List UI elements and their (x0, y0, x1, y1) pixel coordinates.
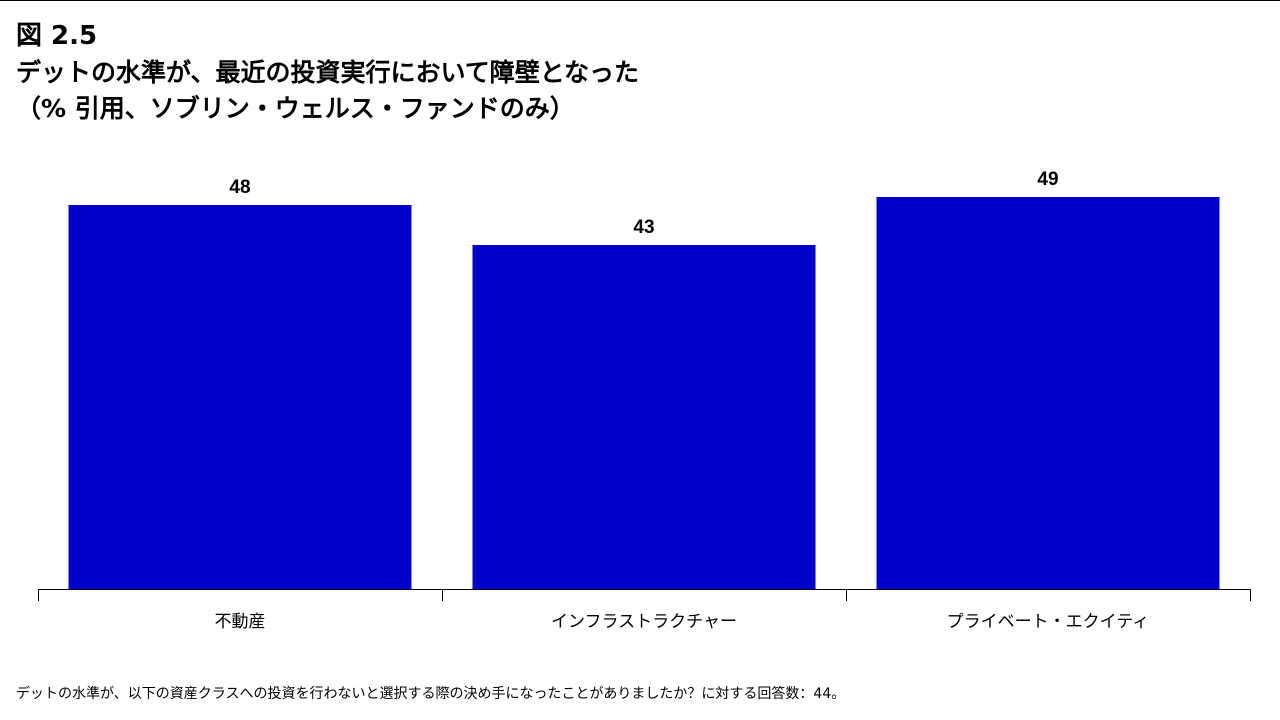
category-label-2: インフラストラクチャー (551, 612, 737, 632)
bar-2 (472, 245, 816, 589)
chart-title: デットの水準が、最近の投資実行において障壁となった (16, 58, 640, 87)
category-label-1: 不動産 (215, 612, 266, 632)
bar-chart: 48 不動産 43 インフラストラクチャー 49 プライベート・エクイティ (38, 169, 1251, 632)
footnote: デットの水準が、以下の資産クラスへの投資を行わないと選択する際の決め手になったこ… (16, 686, 846, 702)
value-label-2: 43 (633, 217, 654, 238)
bar-1 (68, 205, 412, 589)
value-label-3: 49 (1037, 169, 1058, 190)
category-label-3: プライベート・エクイティ (947, 612, 1150, 632)
top-rule (0, 0, 1280, 1)
value-label-1: 48 (229, 177, 250, 198)
figure-label: 図 2.5 (16, 21, 98, 51)
bar-3 (876, 197, 1220, 589)
chart-subtitle: （% 引用、ソブリン・ウェルス・ファンドのみ） (16, 94, 575, 123)
